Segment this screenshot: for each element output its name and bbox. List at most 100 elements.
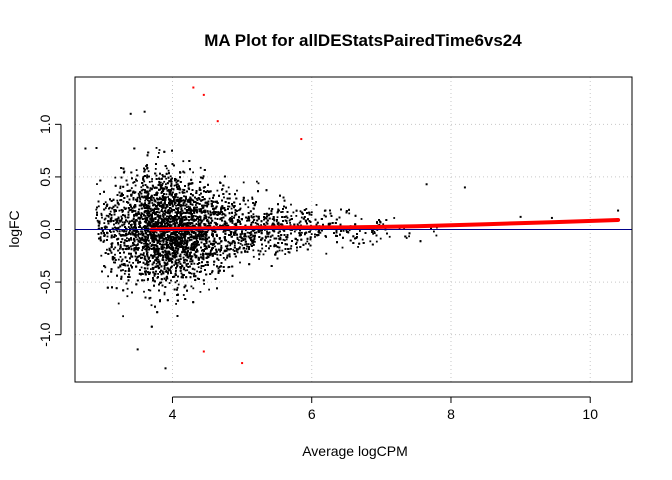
data-point: [405, 237, 408, 239]
data-point: [290, 215, 293, 217]
data-point: [147, 204, 150, 207]
data-point: [232, 248, 235, 251]
data-point: [175, 207, 177, 210]
data-point: [119, 247, 121, 250]
data-point: [285, 238, 288, 241]
data-point: [160, 254, 163, 256]
data-point: [135, 236, 137, 238]
data-point: [196, 270, 198, 273]
data-point: [137, 233, 140, 236]
data-point: [290, 203, 292, 206]
data-point: [163, 212, 166, 215]
data-point: [132, 233, 134, 236]
data-point: [140, 192, 143, 195]
data-point: [197, 221, 200, 223]
data-point: [295, 215, 298, 217]
data-point: [281, 249, 284, 252]
data-point: [239, 246, 241, 249]
data-point: [206, 210, 209, 213]
data-point: [170, 187, 173, 190]
data-point: [156, 205, 158, 207]
data-point: [100, 214, 103, 216]
data-point: [296, 249, 298, 252]
data-point: [130, 193, 133, 196]
data-point: [177, 241, 180, 244]
data-point: [193, 262, 196, 265]
data-point: [155, 213, 158, 215]
data-point: [136, 179, 138, 182]
data-point: [213, 263, 215, 266]
data-point: [148, 247, 151, 249]
data-point: [164, 251, 167, 254]
data-point: [202, 218, 205, 221]
data-point: [193, 237, 196, 240]
data-point: [242, 181, 245, 184]
data-point: [154, 204, 156, 206]
data-point: [135, 244, 138, 247]
data-point: [266, 233, 269, 235]
data-point: [215, 222, 217, 224]
data-point: [200, 235, 203, 238]
data-point: [378, 223, 381, 226]
data-point: [165, 193, 168, 196]
data-point: [155, 260, 158, 262]
data-point: [199, 216, 202, 218]
data-point: [183, 171, 186, 174]
data-point: [169, 198, 172, 201]
data-point: [357, 246, 359, 248]
data-point: [216, 223, 219, 225]
data-point: [188, 225, 191, 228]
data-point: [121, 211, 124, 213]
data-point: [166, 205, 169, 208]
data-point: [160, 244, 163, 246]
data-point: [227, 186, 230, 189]
data-point: [160, 206, 163, 208]
data-point: [171, 177, 173, 180]
data-point: [211, 271, 213, 274]
data-point: [208, 197, 211, 200]
data-point: [234, 211, 237, 214]
data-point: [227, 240, 230, 243]
data-point: [249, 243, 252, 246]
data-point: [144, 248, 146, 251]
data-point: [242, 238, 245, 240]
data-point: [131, 223, 133, 226]
data-point: [213, 221, 216, 224]
data-point: [189, 203, 192, 206]
data-point: [139, 197, 141, 199]
data-point: [104, 217, 107, 220]
data-point: [139, 226, 142, 229]
data-point: [153, 198, 156, 201]
data-point: [250, 221, 253, 224]
data-point: [375, 240, 378, 243]
data-point: [149, 223, 152, 226]
data-point: [148, 205, 150, 208]
data-point: [165, 183, 167, 186]
data-point: [277, 208, 280, 211]
data-point: [145, 262, 148, 264]
data-point: [134, 232, 137, 234]
data-point: [134, 184, 137, 187]
data-point: [175, 204, 177, 207]
data-point: [142, 273, 144, 275]
data-point: [137, 226, 140, 228]
data-point: [209, 211, 212, 214]
data-point: [140, 232, 143, 235]
data-point: [127, 226, 130, 228]
data-point: [231, 241, 234, 243]
data-point: [265, 237, 267, 239]
data-point: [305, 208, 308, 210]
data-point: [145, 191, 148, 194]
data-point: [146, 199, 149, 202]
data-point: [99, 236, 102, 238]
data-point: [171, 203, 174, 206]
data-point: [310, 214, 313, 216]
data-point: [165, 187, 168, 190]
data-point: [161, 232, 164, 235]
data-point: [147, 227, 149, 230]
data-point: [251, 198, 254, 200]
data-point: [373, 230, 376, 233]
data-point: [286, 216, 289, 219]
data-point: [95, 217, 97, 219]
data-point: [169, 210, 172, 212]
